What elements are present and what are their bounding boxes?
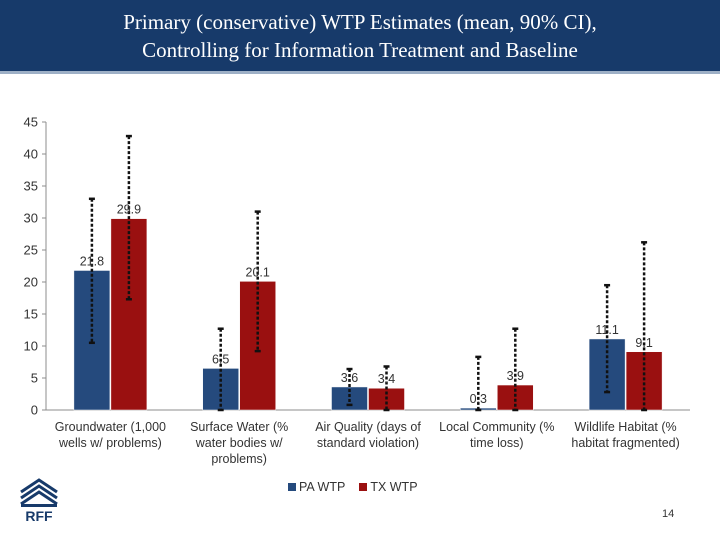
y-tick-label: 5	[31, 371, 38, 386]
y-tick-label: 20	[24, 275, 38, 290]
chart-legend: PA WTP TX WTP	[288, 480, 432, 494]
x-category-label-line: Wildlife Habitat (%	[574, 420, 677, 434]
x-category-label-line: Groundwater (1,000	[54, 420, 166, 434]
data-label-pa: 0.3	[470, 392, 487, 406]
slide-title: Primary (conservative) WTP Estimates (me…	[0, 8, 720, 64]
rff-logo-icon: RFF	[20, 478, 58, 524]
slide-title-line-1: Primary (conservative) WTP Estimates (me…	[123, 10, 597, 34]
x-category-label-line: standard violation)	[316, 436, 420, 450]
x-category-label: Air Quality (days of standard violation)	[303, 419, 433, 451]
data-label-pa: 21.8	[80, 254, 104, 268]
data-label-tx: 29.9	[117, 203, 141, 217]
x-category-label-line: habitat fragmented)	[571, 436, 680, 450]
legend-label-pa: PA WTP	[299, 480, 346, 494]
y-tick-label: 10	[24, 339, 38, 354]
legend-swatch-pa	[288, 483, 296, 491]
x-category-label: Local Community (% time loss)	[432, 419, 562, 451]
slide-title-line-2: Controlling for Information Treatment an…	[142, 38, 578, 62]
data-label-tx: 3.9	[507, 369, 524, 383]
bar-pa	[588, 338, 626, 411]
data-label-pa: 3.6	[341, 371, 358, 385]
data-label-tx: 9.1	[635, 336, 652, 350]
x-category-label: Groundwater (1,000 wells w/ problems)	[45, 419, 175, 451]
y-tick-label: 0	[31, 403, 38, 418]
bar-tx	[239, 281, 276, 411]
y-tick-label: 15	[24, 307, 38, 322]
x-category-label-line: Surface Water (%	[190, 420, 289, 434]
legend-item-tx: TX WTP	[359, 480, 418, 494]
slide-header: Primary (conservative) WTP Estimates (me…	[0, 0, 720, 74]
x-category-label-line: time loss)	[470, 436, 524, 450]
x-category-label: Wildlife Habitat (% habitat fragmented)	[561, 419, 691, 451]
x-category-label-line: wells w/ problems)	[58, 436, 162, 450]
y-tick-label: 35	[24, 179, 38, 194]
bar-tx	[110, 218, 148, 411]
page-number: 14	[662, 508, 675, 520]
data-label-pa: 6.5	[212, 352, 229, 366]
bar-tx	[625, 351, 663, 411]
legend-label-tx: TX WTP	[370, 480, 418, 494]
legend-item-pa: PA WTP	[288, 480, 345, 494]
x-category-label-line: Local Community (%	[439, 420, 555, 434]
x-category-label-line: water bodies w/	[195, 436, 283, 450]
data-label-pa: 11.1	[595, 323, 618, 337]
x-category-label: Surface Water (% water bodies w/problems)	[174, 419, 304, 467]
data-label-tx: 3.4	[378, 372, 395, 386]
y-tick-label: 40	[24, 147, 38, 162]
logo-text: RFF	[25, 508, 53, 524]
y-tick-label: 45	[24, 115, 38, 130]
y-tick-label: 25	[24, 243, 38, 258]
data-label-tx: 20.1	[246, 265, 270, 279]
y-tick-label: 30	[24, 211, 38, 226]
x-category-label-line: Air Quality (days of	[315, 420, 421, 434]
x-category-label-line: problems)	[211, 452, 267, 466]
legend-swatch-tx	[359, 483, 368, 491]
